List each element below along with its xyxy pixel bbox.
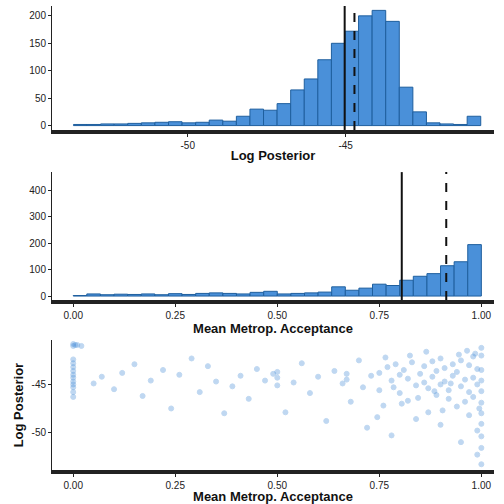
svg-text:-45: -45 (338, 140, 353, 151)
svg-text:0.00: 0.00 (63, 480, 83, 491)
svg-text:0: 0 (40, 120, 46, 131)
svg-text:100: 100 (29, 264, 46, 275)
svg-text:0.75: 0.75 (370, 310, 390, 321)
svg-text:1.00: 1.00 (472, 480, 492, 491)
svg-text:0.50: 0.50 (268, 310, 288, 321)
svg-text:-50: -50 (181, 140, 196, 151)
svg-text:50: 50 (35, 93, 47, 104)
svg-text:0.75: 0.75 (370, 480, 390, 491)
svg-text:0: 0 (40, 291, 46, 302)
svg-text:0.50: 0.50 (268, 480, 288, 491)
svg-text:150: 150 (29, 38, 46, 49)
svg-text:200: 200 (29, 238, 46, 249)
svg-text:200: 200 (29, 10, 46, 21)
svg-text:0.00: 0.00 (63, 310, 83, 321)
svg-text:Mean Metrop. Acceptance: Mean Metrop. Acceptance (193, 321, 353, 336)
svg-text:Log Posterior: Log Posterior (11, 363, 26, 448)
svg-text:0.25: 0.25 (166, 310, 186, 321)
svg-text:Mean Metrop. Acceptance: Mean Metrop. Acceptance (193, 489, 353, 504)
svg-text:-50: -50 (32, 427, 47, 438)
svg-text:400: 400 (29, 185, 46, 196)
svg-text:100: 100 (29, 65, 46, 76)
svg-text:0.25: 0.25 (166, 480, 186, 491)
svg-text:Log Posterior: Log Posterior (231, 148, 316, 163)
svg-text:1.00: 1.00 (472, 310, 492, 321)
svg-text:-45: -45 (32, 379, 47, 390)
svg-text:300: 300 (29, 211, 46, 222)
